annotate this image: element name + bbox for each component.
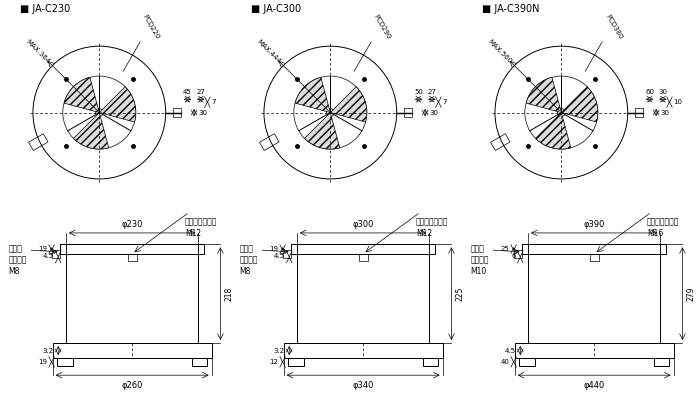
Text: 50: 50 — [414, 89, 423, 95]
Text: 4.5: 4.5 — [274, 252, 285, 259]
Polygon shape — [536, 113, 570, 149]
Polygon shape — [64, 77, 99, 113]
Bar — [288, 358, 304, 366]
Text: φ300: φ300 — [353, 220, 374, 229]
Text: ボウル
クランプ
M10: ボウル クランプ M10 — [470, 244, 489, 276]
Text: 30: 30 — [658, 89, 667, 95]
Text: 6: 6 — [511, 252, 516, 259]
Text: 30: 30 — [198, 109, 207, 116]
Text: PCD220: PCD220 — [142, 13, 161, 40]
Bar — [491, 134, 510, 150]
Bar — [60, 244, 204, 254]
Text: 12: 12 — [270, 359, 278, 365]
Bar — [423, 358, 438, 366]
Text: 27: 27 — [196, 89, 205, 95]
Text: φ230: φ230 — [121, 220, 143, 229]
Polygon shape — [74, 113, 108, 149]
Text: 19: 19 — [38, 246, 47, 252]
Text: ボウル
クランプ
M8: ボウル クランプ M8 — [239, 244, 258, 276]
Bar — [654, 358, 669, 366]
Text: 27: 27 — [428, 89, 436, 95]
Text: PCD290: PCD290 — [373, 13, 392, 40]
Text: 30: 30 — [429, 109, 438, 116]
Text: φ390: φ390 — [584, 220, 605, 229]
Text: 10: 10 — [673, 99, 682, 105]
Text: 60: 60 — [645, 89, 654, 95]
Bar — [284, 343, 442, 358]
Bar — [29, 134, 48, 150]
Polygon shape — [304, 113, 340, 149]
Bar — [57, 358, 73, 366]
Text: センタータップ
M12: センタータップ M12 — [416, 218, 449, 238]
Bar — [174, 108, 181, 117]
Text: 45: 45 — [183, 89, 192, 95]
Text: 218: 218 — [225, 286, 234, 301]
Bar — [66, 244, 198, 343]
Polygon shape — [99, 87, 136, 122]
Text: MAX.560: MAX.560 — [487, 38, 513, 65]
Bar — [522, 244, 666, 254]
Text: 40: 40 — [500, 359, 509, 365]
Text: 4.5: 4.5 — [505, 347, 516, 354]
Text: PCD380: PCD380 — [604, 13, 623, 40]
Text: MAX.364: MAX.364 — [25, 38, 51, 65]
Text: MAX.444: MAX.444 — [256, 38, 282, 64]
Text: ■ JA-C390N: ■ JA-C390N — [482, 4, 539, 14]
Text: 7: 7 — [211, 99, 216, 105]
Polygon shape — [295, 77, 330, 113]
Bar — [127, 254, 136, 261]
Bar — [52, 343, 211, 358]
Text: 7: 7 — [442, 99, 447, 105]
Bar — [358, 254, 368, 261]
Text: ボウル
クランプ
M8: ボウル クランプ M8 — [8, 244, 27, 276]
Text: ■ JA-C300: ■ JA-C300 — [251, 4, 301, 14]
Text: 3.2: 3.2 — [43, 347, 54, 354]
Text: φ260: φ260 — [121, 381, 143, 390]
Text: 25: 25 — [500, 246, 509, 252]
Text: 30: 30 — [660, 109, 669, 116]
Bar — [514, 250, 522, 258]
Bar — [192, 358, 207, 366]
Text: 19: 19 — [38, 359, 47, 365]
Bar — [52, 250, 60, 258]
Polygon shape — [561, 87, 598, 122]
Text: φ340: φ340 — [353, 381, 374, 390]
Bar — [519, 358, 535, 366]
Text: センタータップ
M16: センタータップ M16 — [647, 218, 680, 238]
Text: φ440: φ440 — [584, 381, 605, 390]
Bar — [283, 250, 291, 258]
Text: センタータップ
M12: センタータップ M12 — [185, 218, 218, 238]
Bar — [405, 108, 412, 117]
Bar — [291, 244, 435, 254]
Polygon shape — [330, 87, 367, 122]
Text: 3.2: 3.2 — [274, 347, 285, 354]
Text: 4.5: 4.5 — [43, 252, 54, 259]
Bar — [590, 254, 598, 261]
Bar — [528, 244, 660, 343]
Bar — [297, 244, 429, 343]
Bar — [260, 134, 279, 150]
Text: 279: 279 — [687, 286, 696, 301]
Text: 225: 225 — [456, 286, 465, 301]
Text: 19: 19 — [270, 246, 278, 252]
Text: ■ JA-C230: ■ JA-C230 — [20, 4, 70, 14]
Polygon shape — [526, 77, 561, 113]
Bar — [514, 343, 673, 358]
Bar — [636, 108, 643, 117]
